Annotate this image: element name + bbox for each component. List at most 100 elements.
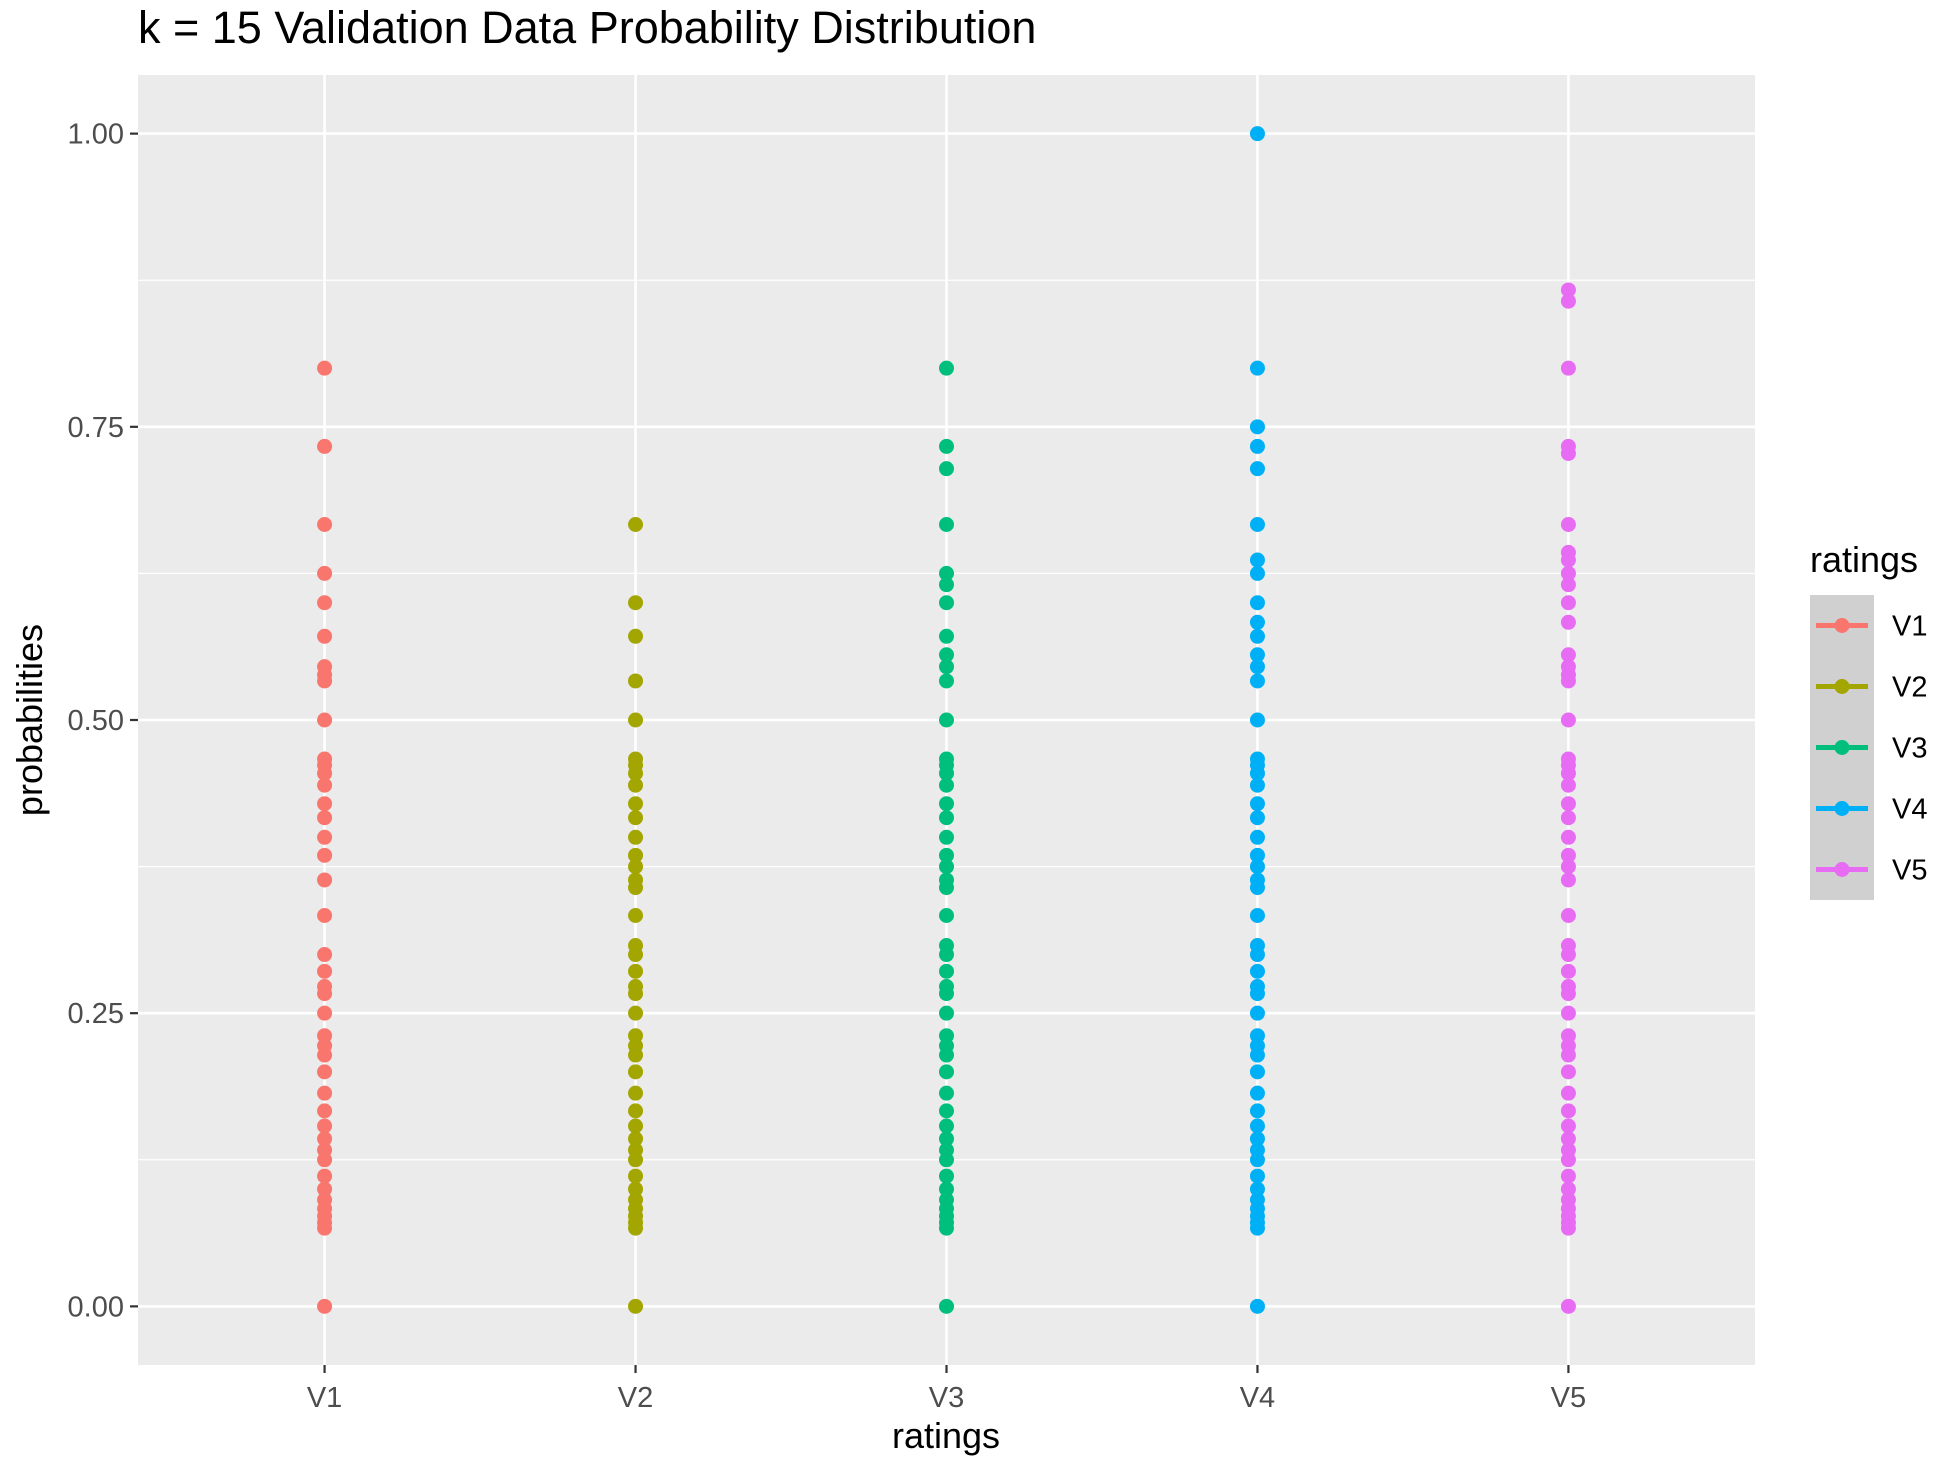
data-point bbox=[1249, 659, 1265, 675]
data-point bbox=[1560, 859, 1576, 875]
data-point bbox=[628, 1103, 644, 1119]
legend-label: V5 bbox=[1892, 855, 1927, 887]
x-tick-label: V2 bbox=[618, 1382, 653, 1414]
data-point bbox=[939, 1168, 954, 1184]
data-point bbox=[317, 1103, 333, 1119]
data-points bbox=[317, 126, 1576, 1314]
data-point bbox=[939, 712, 954, 728]
data-point bbox=[1560, 872, 1576, 888]
data-point bbox=[1560, 1064, 1576, 1080]
data-point bbox=[1249, 647, 1265, 663]
data-point bbox=[1249, 614, 1265, 630]
data-point bbox=[1560, 1028, 1576, 1044]
data-point bbox=[317, 979, 333, 995]
data-point bbox=[628, 1064, 644, 1080]
data-point bbox=[628, 1028, 644, 1044]
data-point bbox=[1560, 1085, 1576, 1101]
data-point bbox=[628, 810, 644, 826]
data-point bbox=[939, 938, 954, 954]
data-point bbox=[1560, 595, 1576, 611]
data-point bbox=[1249, 1118, 1265, 1134]
data-point bbox=[1560, 1192, 1576, 1208]
data-point bbox=[1249, 979, 1265, 995]
data-point bbox=[1249, 712, 1265, 728]
data-point bbox=[628, 517, 644, 533]
x-axis-title: ratings bbox=[892, 1415, 1000, 1456]
data-point bbox=[939, 1142, 954, 1158]
data-point bbox=[939, 829, 954, 845]
data-point bbox=[939, 751, 954, 767]
data-point bbox=[1560, 614, 1576, 630]
data-point bbox=[1249, 360, 1265, 376]
data-point bbox=[628, 595, 644, 611]
data-point bbox=[939, 1118, 954, 1134]
data-point bbox=[317, 565, 333, 581]
data-point bbox=[1249, 1064, 1265, 1080]
data-point bbox=[1249, 907, 1265, 923]
data-point bbox=[317, 947, 333, 963]
data-point bbox=[628, 847, 644, 863]
data-point bbox=[1560, 810, 1576, 826]
data-point bbox=[1249, 963, 1265, 979]
y-tick-label: 0.75 bbox=[68, 412, 124, 444]
data-point bbox=[1560, 1181, 1576, 1197]
data-point bbox=[1560, 907, 1576, 923]
data-point bbox=[939, 1181, 954, 1197]
data-point bbox=[939, 1103, 954, 1119]
data-point bbox=[1560, 544, 1576, 560]
data-point bbox=[939, 872, 954, 888]
x-axis: V1 V2 V3 V4 V5 bbox=[307, 1365, 1586, 1414]
legend-key-point bbox=[1834, 740, 1850, 755]
data-point bbox=[628, 628, 644, 644]
data-point bbox=[939, 673, 954, 689]
legend-key-point bbox=[1834, 862, 1850, 877]
data-point bbox=[1249, 1131, 1265, 1147]
data-point bbox=[628, 673, 644, 689]
data-point bbox=[628, 829, 644, 845]
data-point bbox=[1249, 938, 1265, 954]
data-point bbox=[939, 628, 954, 644]
data-point bbox=[939, 517, 954, 533]
data-point bbox=[939, 659, 954, 675]
data-point bbox=[1249, 777, 1265, 793]
data-point bbox=[628, 1168, 644, 1184]
data-point bbox=[939, 438, 954, 454]
data-point bbox=[1249, 126, 1265, 142]
data-point bbox=[317, 829, 333, 845]
data-point bbox=[628, 1181, 644, 1197]
x-tick-label: V3 bbox=[929, 1382, 964, 1414]
data-point bbox=[1560, 647, 1576, 663]
data-point bbox=[1249, 751, 1265, 767]
data-point bbox=[1249, 1005, 1265, 1021]
data-point bbox=[1249, 1085, 1265, 1101]
data-point bbox=[1249, 419, 1265, 435]
data-point bbox=[1249, 859, 1265, 875]
data-point bbox=[317, 659, 333, 675]
data-point bbox=[317, 1181, 333, 1197]
data-point bbox=[939, 963, 954, 979]
data-point bbox=[628, 979, 644, 995]
y-axis-title: probabilities bbox=[9, 624, 50, 816]
legend-label: V2 bbox=[1892, 672, 1927, 704]
data-point bbox=[939, 1028, 954, 1044]
data-point bbox=[1560, 1142, 1576, 1158]
data-point bbox=[317, 628, 333, 644]
data-point bbox=[1249, 872, 1265, 888]
data-point bbox=[1249, 829, 1265, 845]
data-point bbox=[628, 963, 644, 979]
data-point bbox=[1560, 963, 1576, 979]
data-point bbox=[1249, 810, 1265, 826]
data-point bbox=[317, 360, 333, 376]
data-point bbox=[628, 859, 644, 875]
data-point bbox=[317, 796, 333, 812]
data-point bbox=[1560, 751, 1576, 767]
data-point bbox=[628, 751, 644, 767]
data-point bbox=[1560, 438, 1576, 454]
data-point bbox=[1560, 712, 1576, 728]
data-point bbox=[317, 1064, 333, 1080]
data-point bbox=[1249, 1103, 1265, 1119]
data-point bbox=[317, 712, 333, 728]
data-point bbox=[1249, 1298, 1265, 1314]
data-point bbox=[317, 751, 333, 767]
x-tick-label: V4 bbox=[1240, 1382, 1275, 1414]
